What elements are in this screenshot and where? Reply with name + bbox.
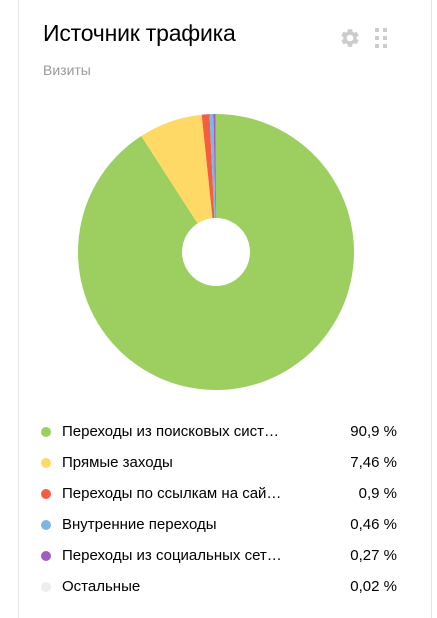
chart-legend: Переходы из поисковых сист… 90,9 % Прямые …: [41, 416, 397, 602]
pie-slice[interactable]: [201, 114, 216, 252]
legend-color-dot: [41, 457, 51, 468]
legend-color-dot: [41, 519, 51, 530]
legend-value: 0,27 %: [350, 547, 397, 564]
legend-color-dot: [41, 488, 51, 499]
legend-label: Переходы из поисковых сист…: [62, 423, 280, 440]
legend-color-dot: [41, 426, 51, 437]
pie-slice[interactable]: [77, 114, 354, 390]
legend-value: 0,9 %: [358, 485, 397, 502]
legend-value: 7,46 %: [350, 454, 397, 471]
legend-label: Остальные: [62, 578, 141, 595]
legend-value: 0,46 %: [350, 516, 397, 533]
legend-item[interactable]: Переходы по ссылкам на сай… 0,9 %: [41, 478, 397, 509]
legend-label: Внутренние переходы: [62, 516, 217, 533]
donut-hole: [182, 218, 250, 286]
widget-subtitle: Визиты: [43, 62, 91, 78]
traffic-source-widget: Источник трафика Визиты Переходы из поис…: [18, 0, 432, 618]
legend-value: 90,9 %: [350, 423, 397, 440]
legend-item[interactable]: Остальные 0,02 %: [41, 571, 397, 602]
legend-label: Прямые заходы: [62, 454, 173, 471]
widget-title: Источник трафика: [43, 20, 236, 46]
pie-slice[interactable]: [209, 114, 216, 252]
legend-color-dot: [41, 550, 51, 561]
legend-label: Переходы из социальных сет…: [62, 547, 282, 564]
legend-value: 0,02 %: [350, 578, 397, 595]
legend-item[interactable]: Внутренние переходы 0,46 %: [41, 509, 397, 540]
gear-icon[interactable]: [339, 27, 361, 49]
legend-item[interactable]: Переходы из социальных сет… 0,27 %: [41, 540, 397, 571]
legend-label: Переходы по ссылкам на сай…: [62, 485, 282, 502]
legend-color-dot: [41, 581, 51, 592]
legend-item[interactable]: Переходы из поисковых сист… 90,9 %: [41, 416, 397, 447]
legend-item[interactable]: Прямые заходы 7,46 %: [41, 447, 397, 478]
pie-slice[interactable]: [213, 114, 216, 252]
pie-slice[interactable]: [141, 114, 216, 252]
drag-handle-icon[interactable]: [375, 28, 387, 48]
